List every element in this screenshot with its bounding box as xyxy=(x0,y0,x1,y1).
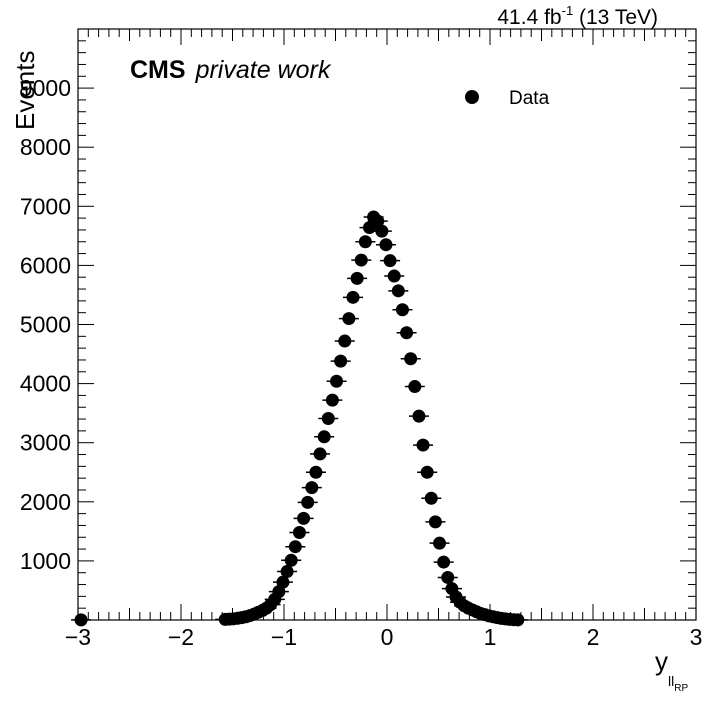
data-point xyxy=(309,465,323,479)
extra-label: private work xyxy=(195,56,332,84)
x-tick-label: 2 xyxy=(587,624,600,650)
data-point xyxy=(437,555,451,569)
y-tick-label: 4000 xyxy=(20,371,71,397)
legend-entry: Data xyxy=(509,88,550,109)
experiment-name: CMS xyxy=(130,56,186,84)
data-point xyxy=(325,393,339,407)
y-tick-label: 6000 xyxy=(20,252,71,278)
x-axis-title-main: y xyxy=(655,646,668,676)
data-point xyxy=(354,253,368,267)
y-axis-title: Events xyxy=(10,51,40,131)
data-point xyxy=(511,613,525,627)
data-point xyxy=(383,254,397,268)
y-tick-label: 8000 xyxy=(20,134,71,160)
data-point xyxy=(412,409,426,423)
data-point xyxy=(441,570,455,584)
lumi-label: 41.4 fb-1 (13 TeV) xyxy=(497,3,658,29)
data-point xyxy=(342,312,356,326)
x-axis-title-subsub: RP xyxy=(674,683,688,694)
plot-frame xyxy=(77,28,697,621)
data-point xyxy=(330,374,344,388)
data-point xyxy=(408,380,422,394)
data-point xyxy=(350,271,364,285)
data-point xyxy=(321,411,335,425)
data-point xyxy=(276,575,290,589)
legend: Data xyxy=(465,88,550,109)
data-point xyxy=(338,334,352,348)
data-point xyxy=(379,238,393,252)
data-point xyxy=(416,438,430,452)
y-tick-label: 2000 xyxy=(20,489,71,515)
data-point xyxy=(400,326,414,340)
data-point xyxy=(395,303,409,317)
data-point xyxy=(334,354,348,368)
x-tick-label: 3 xyxy=(690,624,703,650)
x-tick-label: 0 xyxy=(381,624,394,650)
x-tick-label: 1 xyxy=(484,624,497,650)
data-point xyxy=(346,290,360,304)
data-point xyxy=(280,565,294,579)
data-point xyxy=(313,447,327,461)
y-tick-label: 7000 xyxy=(20,193,71,219)
data-point xyxy=(297,511,311,525)
legend-marker xyxy=(465,90,479,104)
energy-label: (13 TeV) xyxy=(573,6,658,29)
data-point xyxy=(301,495,315,509)
data-point xyxy=(317,430,331,444)
data-point xyxy=(387,269,401,283)
data-point xyxy=(74,613,88,627)
lumi-exponent: -1 xyxy=(562,3,574,18)
lumi-value: 41.4 fb xyxy=(497,6,561,29)
data-point xyxy=(404,352,418,366)
data-point xyxy=(375,224,389,238)
data-point xyxy=(371,214,385,228)
data-point xyxy=(433,536,447,550)
data-point xyxy=(391,284,405,298)
y-tick-label: 5000 xyxy=(20,312,71,338)
cms-label: CMS private work xyxy=(130,56,332,84)
data-points xyxy=(71,210,528,627)
x-tick-label: −3 xyxy=(65,624,91,650)
data-point xyxy=(292,526,306,540)
x-tick-label: −2 xyxy=(168,624,194,650)
data-point xyxy=(358,235,372,249)
y-tick-label: 1000 xyxy=(20,548,71,574)
data-point xyxy=(428,515,442,529)
axes xyxy=(77,28,697,621)
data-point xyxy=(424,491,438,505)
data-point xyxy=(305,481,319,495)
data-point xyxy=(284,553,298,567)
x-tick-label: −1 xyxy=(271,624,297,650)
y-tick-label: 9000 xyxy=(20,75,71,101)
data-point xyxy=(288,540,302,554)
x-axis-title-sub: ll xyxy=(668,673,674,689)
x-axis-title: yllRP xyxy=(655,646,688,694)
data-point xyxy=(420,465,434,479)
tick-labels: −3 −2 −1 0 1 2 3 1000 2000 3000 4000 5000 6000 7000 80… xyxy=(20,75,703,650)
y-tick-label: 3000 xyxy=(20,430,71,456)
